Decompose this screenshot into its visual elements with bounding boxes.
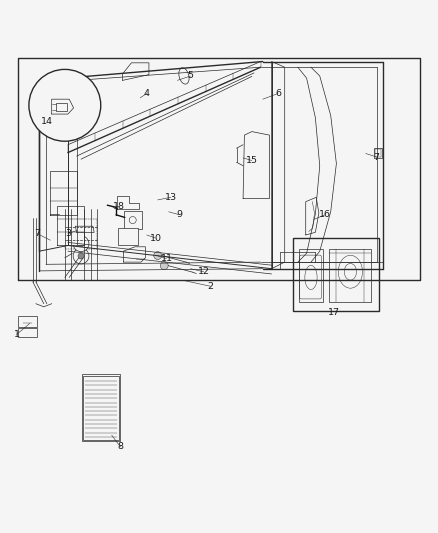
Text: 15: 15: [246, 156, 258, 165]
Bar: [65, 219, 97, 249]
Text: 17: 17: [328, 308, 340, 317]
Bar: [18, 316, 37, 327]
Circle shape: [78, 253, 84, 259]
Polygon shape: [75, 226, 94, 232]
Bar: [118, 228, 138, 245]
Text: 6: 6: [275, 89, 281, 98]
Text: 7: 7: [374, 152, 380, 161]
Bar: [375, 149, 381, 157]
Text: 14: 14: [41, 117, 53, 126]
Text: 18: 18: [113, 201, 125, 211]
Bar: [83, 376, 119, 440]
Circle shape: [73, 248, 89, 264]
Text: 9: 9: [177, 211, 183, 219]
Circle shape: [73, 236, 89, 252]
Polygon shape: [117, 197, 139, 209]
Text: 10: 10: [149, 233, 162, 243]
Bar: [124, 211, 142, 229]
Polygon shape: [57, 206, 84, 246]
Bar: [82, 374, 120, 441]
Circle shape: [160, 262, 168, 270]
Polygon shape: [50, 171, 77, 215]
Ellipse shape: [179, 68, 189, 84]
Polygon shape: [123, 63, 149, 80]
Polygon shape: [124, 247, 145, 262]
Circle shape: [29, 69, 101, 141]
Polygon shape: [306, 197, 319, 235]
Polygon shape: [52, 99, 74, 114]
Circle shape: [78, 241, 84, 247]
Text: 12: 12: [198, 267, 210, 276]
Text: 13: 13: [165, 193, 177, 202]
Text: 16: 16: [319, 211, 331, 219]
Text: 8: 8: [117, 442, 124, 451]
Bar: [56, 103, 67, 111]
Bar: [329, 249, 371, 302]
Polygon shape: [243, 132, 269, 199]
Bar: [293, 238, 379, 311]
Text: 7: 7: [34, 229, 40, 238]
Bar: [299, 249, 323, 302]
Text: 4: 4: [144, 89, 150, 98]
Circle shape: [154, 252, 162, 260]
Text: 2: 2: [207, 282, 213, 290]
Text: 5: 5: [187, 71, 194, 80]
Text: 1: 1: [14, 330, 20, 339]
Text: 11: 11: [160, 254, 173, 263]
Bar: [374, 148, 382, 158]
Bar: [18, 328, 37, 337]
Text: 3: 3: [65, 229, 71, 238]
